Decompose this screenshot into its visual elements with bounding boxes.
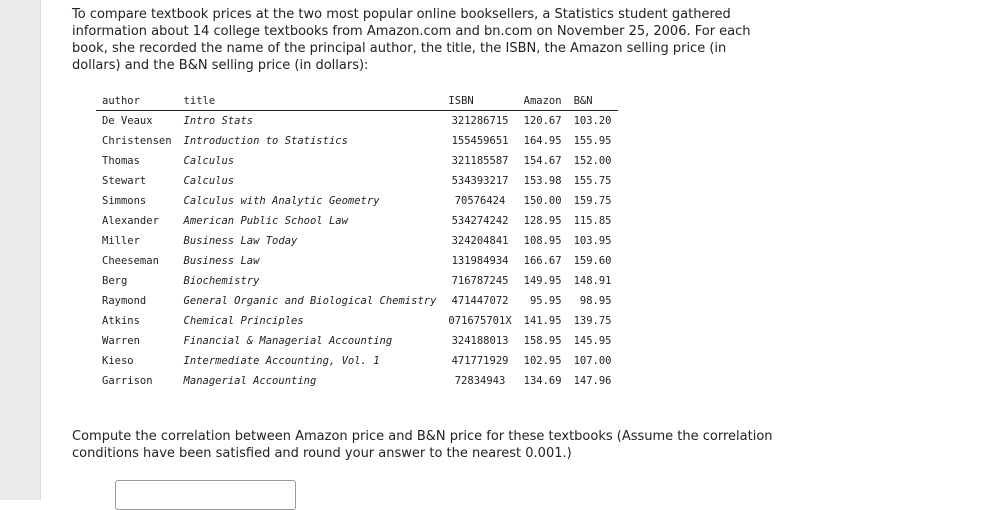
cell-author: Atkins [102,315,140,327]
cell-author: Raymond [102,295,147,307]
cell-amazon-price: 120.67 [523,115,562,127]
cell-title: General Organic and Biological Chemistry [183,295,437,307]
cell-amazon-price: 158.95 [523,335,562,347]
table-row: Alexander American Public School Law 53427… [96,211,618,231]
cell-author: Garrison [102,375,153,387]
left-margin-strip [0,0,41,500]
header-title: title [177,94,443,111]
table-row: Raymond General Organic and Biological Ch… [96,291,618,311]
cell-bn-price: 107.00 [573,355,612,367]
cell-bn-price: 155.75 [573,175,612,187]
header-author: author [96,94,178,111]
cell-amazon-price: 108.95 [523,235,562,247]
cell-isbn: 324188013 [451,335,509,347]
table-row: Berg Biochemistry 716787245 149.95 148.91 [96,271,618,291]
cell-amazon-price: 149.95 [523,275,562,287]
answer-input[interactable] [115,480,296,510]
table-row: Atkins Chemical Principles 071675701X 141.9… [96,311,618,331]
cell-title: Calculus [183,155,235,167]
cell-bn-price: 115.85 [573,215,612,227]
cell-author: Warren [102,335,140,347]
cell-bn-price: 152.00 [573,155,612,167]
cell-bn-price: 155.95 [573,135,612,147]
cell-amazon-price: 95.95 [529,295,562,307]
cell-amazon-price: 128.95 [523,215,562,227]
cell-bn-price: 147.96 [573,375,612,387]
cell-isbn: 72834943 [454,375,506,387]
table-row: Warren Financial & Managerial Accounting 3… [96,331,618,351]
cell-title: Business Law Today [183,235,298,247]
cell-amazon-price: 134.69 [523,375,562,387]
table-header-row: author title ISBN Amazon B&N [96,94,618,111]
cell-bn-price: 148.91 [573,275,612,287]
cell-amazon-price: 102.95 [523,355,562,367]
cell-title: Managerial Accounting [183,375,317,387]
cell-title: Intermediate Accounting, Vol. 1 [183,355,380,367]
cell-author: Berg [102,275,128,287]
cell-isbn: 321286715 [451,115,509,127]
table-body: De Veaux Intro Stats 321286715 120.67 103.20… [96,111,618,392]
cell-bn-price: 159.60 [573,255,612,267]
cell-isbn: 324204841 [451,235,509,247]
cell-amazon-price: 164.95 [523,135,562,147]
cell-title: Intro Stats [183,115,254,127]
table-row: Christensen Introduction to Statistics 155… [96,131,618,151]
cell-amazon-price: 166.67 [523,255,562,267]
cell-author: Simmons [102,195,147,207]
cell-author: Stewart [102,175,147,187]
table-row: Stewart Calculus 534393217 153.98 155.75 [96,171,618,191]
cell-bn-price: 139.75 [573,315,612,327]
cell-isbn: 155459651 [451,135,509,147]
table-row: Simmons Calculus with Analytic Geometry 70… [96,191,618,211]
table-row: Cheeseman Business Law 131984934 166.67 159.… [96,251,618,271]
cell-bn-price: 103.95 [573,235,612,247]
cell-bn-price: 159.75 [573,195,612,207]
textbook-table: author title ISBN Amazon B&N De Veaux Int… [96,94,618,391]
cell-isbn: 716787245 [451,275,509,287]
cell-author: Miller [102,235,140,247]
cell-bn-price: 103.20 [573,115,612,127]
question-text: Compute the correlation between Amazon p… [72,429,773,461]
cell-author: Alexander [102,215,159,227]
cell-author: Christensen [102,135,172,147]
cell-title: Calculus [183,175,235,187]
table-row: Garrison Managerial Accounting 72834943 134… [96,371,618,391]
cell-isbn: 071675701X [448,315,512,327]
cell-amazon-price: 141.95 [523,315,562,327]
cell-isbn: 471771929 [451,355,509,367]
cell-title: American Public School Law [183,215,348,227]
cell-isbn: 70576424 [454,195,506,207]
header-amazon: Amazon [517,94,568,111]
cell-author: De Veaux [102,115,153,127]
cell-isbn: 471447072 [451,295,509,307]
table-row: De Veaux Intro Stats 321286715 120.67 103.20 [96,111,618,132]
cell-bn-price: 145.95 [573,335,612,347]
cell-author: Cheeseman [102,255,159,267]
table-row: Kieso Intermediate Accounting, Vol. 1 4717… [96,351,618,371]
cell-title: Biochemistry [183,275,260,287]
header-bn: B&N [567,94,618,111]
cell-amazon-price: 154.67 [523,155,562,167]
cell-title: Chemical Principles [183,315,304,327]
problem-intro: To compare textbook prices at the two mo… [72,7,751,73]
header-isbn: ISBN [442,94,518,111]
cell-title: Financial & Managerial Accounting [183,335,393,347]
cell-title: Calculus with Analytic Geometry [183,195,380,207]
cell-author: Kieso [102,355,134,367]
table-row: Miller Business Law Today 324204841 108.95 1… [96,231,618,251]
cell-bn-price: 98.95 [579,295,612,307]
cell-author: Thomas [102,155,140,167]
cell-title: Business Law [183,255,260,267]
cell-amazon-price: 153.98 [523,175,562,187]
cell-amazon-price: 150.00 [523,195,562,207]
cell-isbn: 321185587 [451,155,509,167]
cell-title: Introduction to Statistics [183,135,348,147]
table-row: Thomas Calculus 321185587 154.67 152.00 [96,151,618,171]
cell-isbn: 131984934 [451,255,509,267]
cell-isbn: 534274242 [451,215,509,227]
cell-isbn: 534393217 [451,175,509,187]
